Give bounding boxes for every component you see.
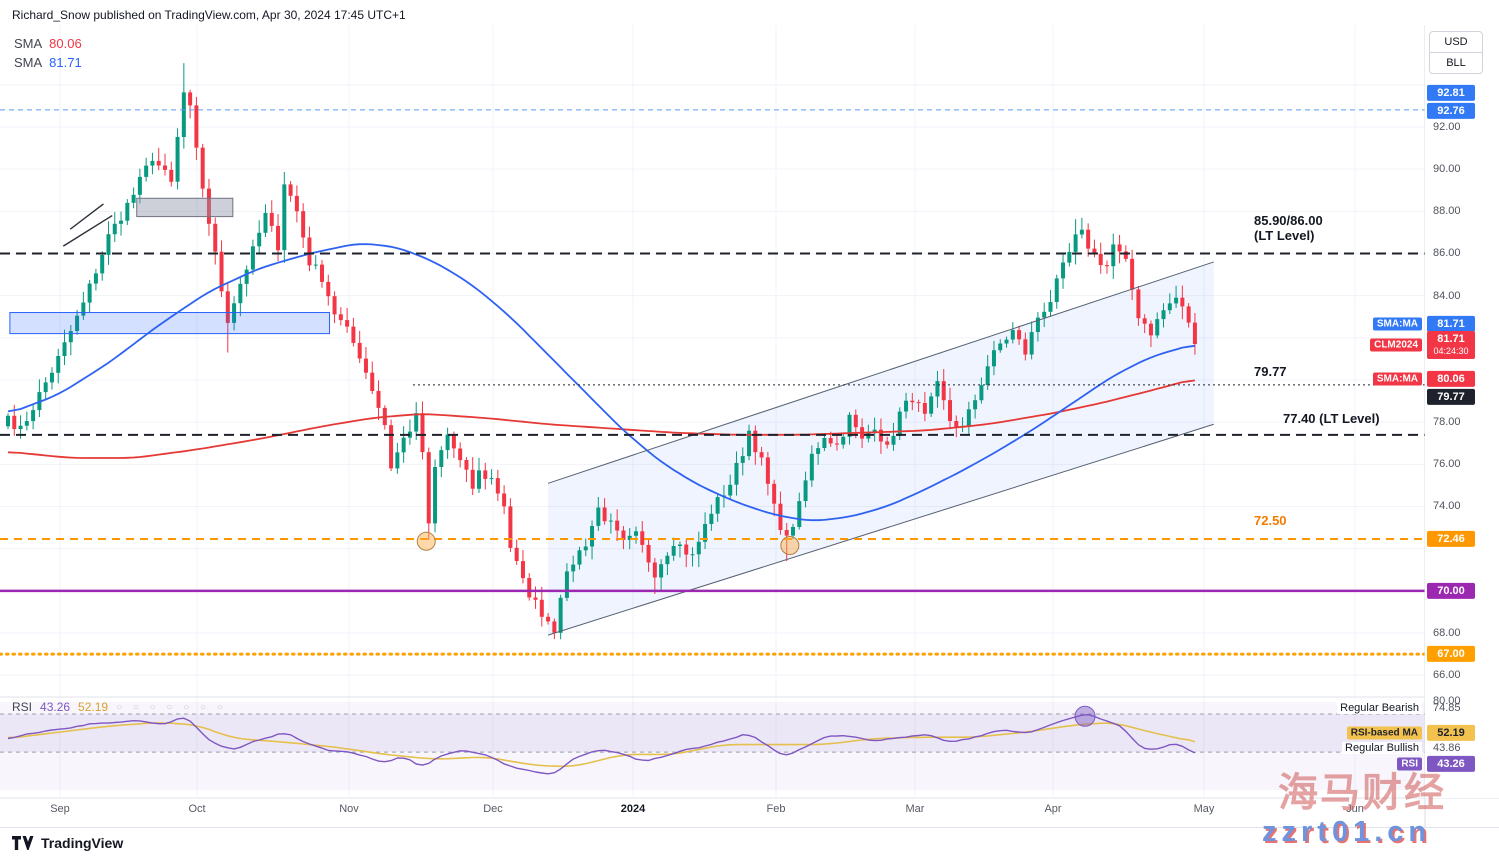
main-pane [0, 63, 1425, 656]
sma-red-legend-row[interactable]: SMA 80.06 [14, 34, 82, 53]
sma-red-value: 80.06 [49, 36, 82, 51]
price-axis-badge: 92.81 [1427, 84, 1475, 102]
price-axis-label: 78.00 [1433, 416, 1461, 429]
sma-blue-value: 81.71 [49, 55, 82, 70]
publisher-caption: Richard_Snow published on TradingView.co… [12, 8, 406, 22]
price-axis-label: 66.00 [1433, 669, 1461, 682]
zone-box[interactable] [9, 312, 331, 335]
unit-usd-button[interactable]: USD [1430, 32, 1482, 53]
unit-selector[interactable]: USD BLL [1429, 31, 1483, 74]
sma-blue-label: SMA [14, 55, 43, 70]
trend-sketch-line[interactable] [62, 214, 113, 247]
sma-legend[interactable]: SMA 80.06 SMA 81.71 [14, 34, 82, 72]
price-axis-label: 84.00 [1433, 289, 1461, 302]
gridlines [0, 25, 1425, 797]
price-axis-label: 68.00 [1433, 626, 1461, 639]
rsi-axis-badge: 52.19 [1427, 724, 1475, 742]
price-axis-label: 90.00 [1433, 163, 1461, 176]
price-axis-badge: 72.46 [1427, 530, 1475, 548]
bottom-bar: TradingView [0, 827, 1499, 857]
circle-marker[interactable] [416, 531, 436, 551]
rsi-legend-title: RSI [12, 700, 33, 714]
unit-bll-button[interactable]: BLL [1446, 57, 1466, 69]
price-axis-label: 76.00 [1433, 458, 1461, 471]
rsi-axis-badge: 43.26 [1427, 755, 1475, 772]
tradingview-logo-icon[interactable] [12, 835, 34, 850]
circle-marker[interactable] [780, 536, 800, 556]
zone-box[interactable] [136, 197, 234, 218]
rsi-axis-label: 74.85 [1433, 702, 1461, 714]
trend-sketch-line[interactable] [69, 203, 104, 230]
price-axis-badge: 67.00 [1427, 645, 1475, 663]
rsi-legend-value: 43.26 [40, 700, 71, 714]
price-axis-badge: 81.71 04:24:30 [1427, 330, 1475, 359]
tradingview-brand-text[interactable]: TradingView [41, 834, 124, 851]
rsi-axis-label: 80.00 [1433, 694, 1461, 707]
price-axis-label: 74.00 [1433, 500, 1461, 513]
price-axis-label: 88.00 [1433, 205, 1461, 218]
rsi-ma-legend-value: 52.19 [78, 700, 109, 714]
sma-blue-legend-row[interactable]: SMA 81.71 [14, 53, 82, 72]
price-axis-label: 92.00 [1433, 121, 1461, 133]
price-axis-badge: 92.76 [1427, 102, 1475, 120]
price-axis-label: 86.00 [1433, 247, 1461, 260]
rsi-circle-marker[interactable] [1074, 705, 1096, 727]
rsi-legend-dots: ○ ○ ○ ○ ○ ○ ○ [116, 701, 228, 713]
sma-red-label: SMA [14, 36, 43, 51]
price-axis-badge: 70.00 [1427, 582, 1475, 599]
price-axis-badge: 80.06 [1427, 370, 1475, 387]
price-axis-badge: 81.71 [1427, 315, 1475, 333]
candles-layer [6, 63, 1197, 640]
price-axis[interactable]: 92.00 90.00 88.00 86.00 84.00 78.00 76.00 74.00… [1425, 0, 1499, 798]
rsi-legend[interactable]: RSI 43.26 52.19 ○ ○ ○ ○ ○ ○ ○ [12, 700, 227, 714]
price-axis-badge: 79.77 [1427, 388, 1475, 405]
rsi-pane [0, 702, 1425, 790]
rsi-axis-label: 43.86 [1433, 742, 1461, 755]
